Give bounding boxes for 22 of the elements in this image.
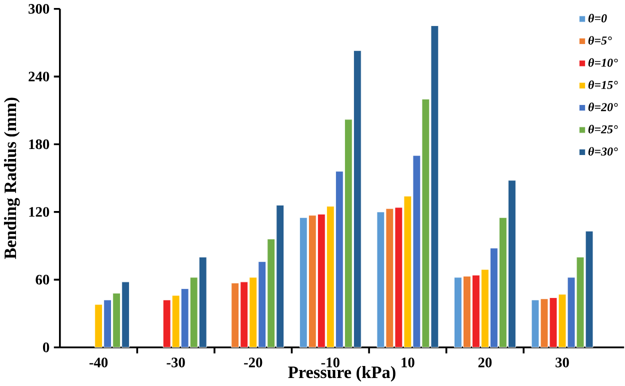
y-tick-label: 300 [28, 4, 50, 14]
x-tick-label: -30 [166, 358, 185, 368]
legend-label: θ=0 [588, 14, 607, 23]
legend-label: θ=15° [588, 80, 618, 90]
x-axis-title: Pressure (kPa) [288, 366, 396, 382]
legend-label: θ=10° [588, 58, 618, 67]
y-tick-label: 240 [28, 72, 50, 82]
legend-label: θ=25° [588, 125, 618, 134]
y-tick-label: 0 [43, 342, 50, 352]
x-tick-label: 10 [402, 358, 414, 368]
y-tick-label: 120 [29, 207, 50, 217]
x-tick-label: -40 [89, 358, 108, 368]
legend-label: θ=20° [588, 102, 618, 112]
x-tick-label: -10 [321, 358, 340, 368]
x-tick-label: 30 [556, 358, 569, 368]
y-axis-title: Bending Radius (mm) [4, 98, 20, 260]
x-tick-label: -20 [244, 358, 262, 368]
legend-label: θ=5° [588, 36, 612, 45]
y-tick-label: 180 [29, 140, 50, 150]
legend-label: θ=30° [588, 147, 618, 156]
x-tick-label: 20 [478, 358, 492, 368]
y-tick-label: 60 [36, 274, 50, 285]
